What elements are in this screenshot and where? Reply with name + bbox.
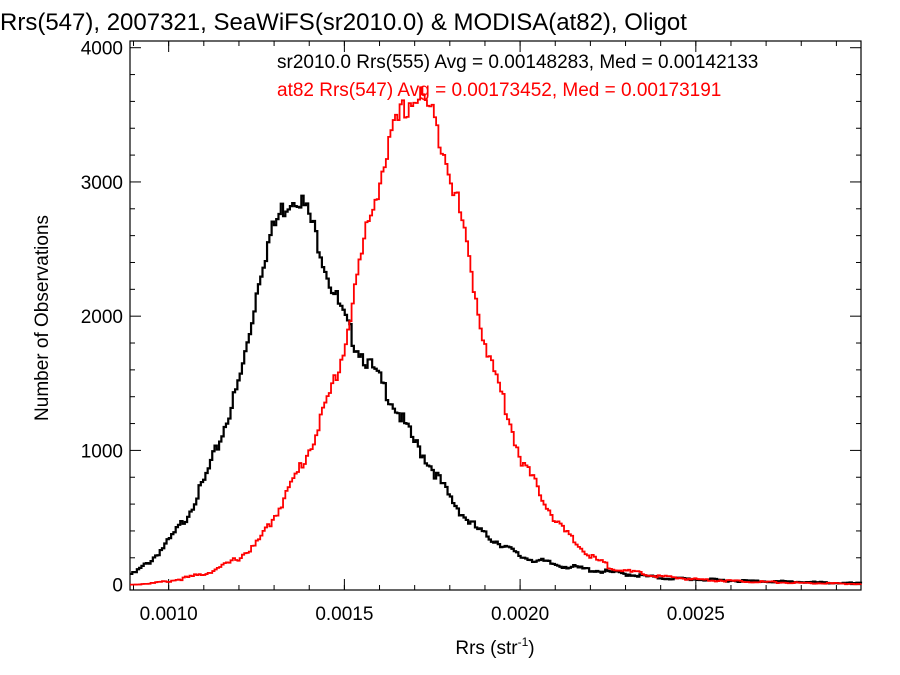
plot-area-border [129,40,862,591]
y-tick-label: 1000 [81,441,123,462]
x-tick-label: 0.0025 [667,604,725,625]
x-tick-label: 0.0015 [315,604,373,625]
x-axis-label: Rrs (str-1) [455,635,534,659]
x-axis-ticks: 0.0010 0.0015 0.0020 0.0025 [133,41,837,625]
series-at82-histogram [130,86,862,586]
legend-entry-black: sr2010.0 Rrs(555) Avg = 0.00148283, Med … [277,52,758,73]
x-axis-label-close: ) [528,638,534,659]
y-tick-label: 0 [112,576,123,597]
legend-entry-red: at82 Rrs(547) Avg = 0.00173452, Med = 0.… [277,80,721,101]
x-axis-label-superscript: -1 [518,635,529,649]
x-tick-label: 0.0010 [140,604,198,625]
y-tick-label: 4000 [81,39,123,60]
y-axis-ticks: 0 1000 2000 3000 4000 [81,39,861,597]
chart-title: Rrs(547), 2007321, SeaWiFS(sr2010.0) & M… [0,9,687,36]
x-tick-label: 0.0020 [491,604,549,625]
y-tick-label: 3000 [81,173,123,194]
series-layer [130,86,863,586]
plot-frame [129,40,862,591]
y-tick-label: 2000 [81,307,123,328]
y-axis-label: Number of Observations [32,215,53,421]
x-axis-label-text: Rrs (str [455,638,518,659]
series-sr2010-histogram [130,194,863,585]
